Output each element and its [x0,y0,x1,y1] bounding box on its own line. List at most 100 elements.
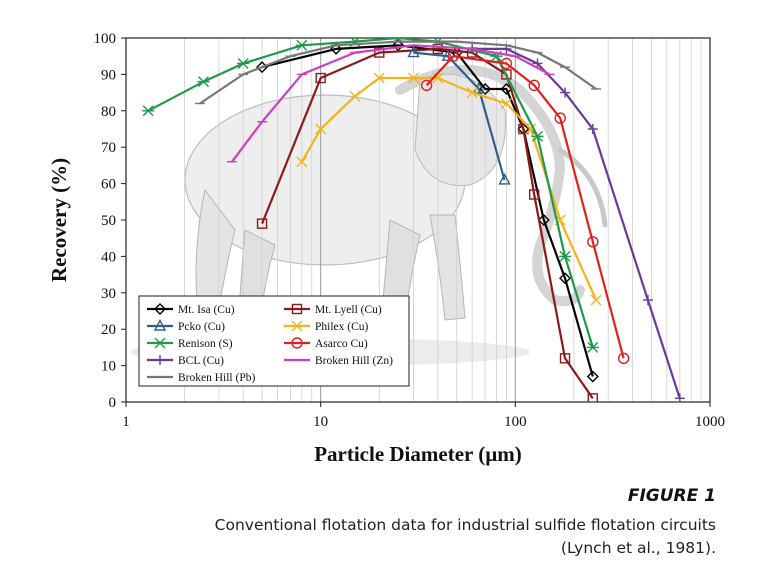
data-point [373,72,385,84]
legend-item: Asarco Cu) [284,337,368,350]
series-3 [296,72,602,306]
legend-marker [155,355,165,365]
data-point [559,353,571,364]
data-point [408,72,420,84]
legend-marker [291,320,303,332]
data-point [315,123,327,135]
data-point [296,156,308,168]
data-point [617,352,630,365]
legend-box [138,295,410,387]
series-line [231,44,551,163]
data-point [441,49,454,61]
data-point [559,272,572,285]
legend-item: Philex (Cu) [284,320,369,333]
x-tick-label: 100 [504,414,527,430]
legend-marker [153,318,167,331]
series-line [261,47,594,400]
legend-item: Broken Hill (Zn) [284,355,393,367]
data-point [466,87,478,99]
data-point [586,341,599,353]
data-point [586,370,599,383]
y-axis: 0 10 20 30 40 50 60 70 80 90 100 [94,31,126,411]
data-point [407,45,420,58]
data-point [295,39,308,51]
y-tick-label: 90 [101,67,116,83]
legend-item: Mt. Isa (Cu) [147,303,235,316]
legend-label: BCL (Cu) [178,355,224,367]
series-line [413,51,506,181]
series-line [425,55,625,359]
legend-label: Pcko (Cu) [178,321,225,333]
legend-marker [291,303,303,315]
data-point [498,172,511,185]
data-point [587,393,598,402]
legend-item: Renison (S) [147,337,233,350]
figure-label: FIGURE 1 [627,486,716,506]
y-tick-label: 50 [101,213,116,229]
series-0 [256,39,599,383]
series-1 [256,43,598,402]
data-series-layer [142,38,685,402]
data-point [559,250,572,262]
y-tick-label: 40 [101,249,116,265]
legend-item: Pcko (Cu) [147,318,225,333]
data-point [315,72,326,84]
data-point [587,124,598,134]
y-tick-label: 100 [94,31,117,47]
figure-caption-line-1: Conventional flotation data for industri… [214,516,716,534]
y-tick-label: 60 [101,177,116,193]
data-point [554,112,566,124]
data-point [537,214,550,226]
y-tick-label: 0 [109,395,117,411]
data-point [237,57,250,69]
data-point [531,130,544,142]
y-axis-label: Recovery (%) [47,158,71,282]
y-tick-label: 10 [101,359,116,375]
legend-label: Mt. Isa (Cu) [178,304,235,316]
legend-item: Mt. Lyell (Cu) [284,303,382,316]
legend-marker [291,337,303,349]
series-line [199,40,597,105]
data-point [392,39,405,52]
x-tick-label: 10 [313,414,328,430]
data-point [518,123,529,135]
series-5 [420,50,630,365]
data-point [501,69,512,80]
data-point [528,79,540,92]
legend-label: Broken Hill (Zn) [315,355,393,367]
data-point [590,294,602,306]
data-point [642,295,653,306]
legend-label: Mt. Lyell (Cu) [315,304,382,316]
legend-marker [154,303,166,315]
x-axis-label: Particle Diameter (µm) [314,442,522,466]
data-point [256,218,268,229]
x-tick-label: 1 [122,414,130,430]
data-point [420,79,433,92]
data-point [674,393,685,402]
legend-label: Renison (S) [178,338,233,350]
data-point [500,57,513,70]
data-point [528,189,540,200]
chart-legend: Mt. Isa (Cu) Mt. Lyell (Cu) Pcko (Cu) Phile… [138,295,410,387]
data-point [432,72,444,84]
legend-label: Broken Hill (Pb) [178,372,255,384]
series-7 [226,44,555,163]
data-point [432,43,444,55]
legend-label: Philex (Cu) [315,321,369,333]
y-tick-label: 80 [101,104,116,120]
y-tick-label: 30 [101,286,116,302]
data-point [479,82,492,95]
data-point [560,87,571,98]
series-8 [195,40,602,105]
legend-marker [154,337,166,349]
x-tick-label: 1000 [695,414,725,430]
legend-item: Broken Hill (Pb) [147,372,255,384]
x-axis: 1 10 100 1000 [122,402,725,430]
y-tick-label: 70 [101,140,116,156]
data-point [587,236,599,248]
legend-label: Asarco Cu) [315,338,368,350]
data-point [500,98,512,110]
data-point [447,50,459,62]
legend-item: BCL (Cu) [147,355,224,367]
